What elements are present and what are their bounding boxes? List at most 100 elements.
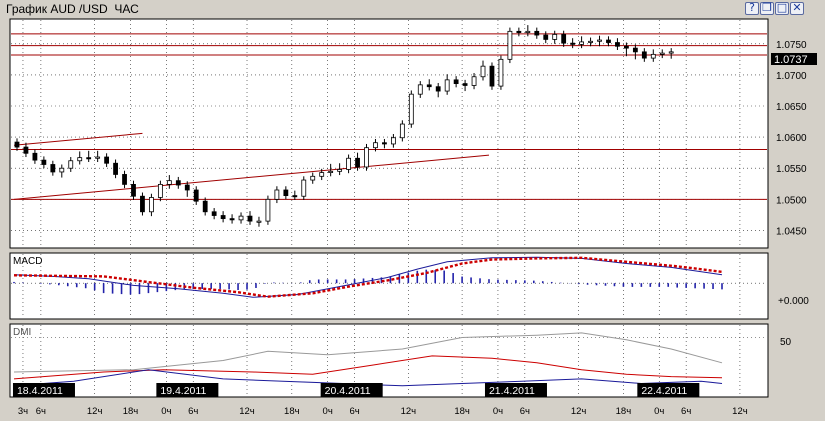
candle-down [140, 195, 145, 213]
dmi-title: DMI [13, 327, 31, 338]
close-button[interactable]: ✕ [790, 1, 804, 15]
candle-down [211, 211, 217, 216]
candle-up [579, 41, 584, 45]
candle-down [615, 42, 620, 47]
candle-up [417, 84, 423, 95]
hour-tick-label: 12ч [239, 406, 255, 417]
candle-down [131, 183, 136, 197]
candle-up [588, 40, 593, 43]
candle-down [175, 180, 181, 186]
maximize-button[interactable]: □ [775, 1, 789, 15]
candle-down [113, 162, 118, 175]
hour-tick-label: 0ч [161, 406, 171, 417]
candle-down [292, 195, 298, 198]
candle-up [659, 52, 665, 55]
candle-up [274, 189, 280, 200]
candle-up [337, 169, 343, 172]
candle-up [597, 39, 602, 42]
candle-down [570, 42, 576, 45]
candle-up [471, 76, 477, 86]
candle-down [86, 157, 92, 160]
candle-up [525, 30, 531, 33]
candle-up [498, 58, 504, 87]
candle-down [23, 146, 29, 154]
candle-down [32, 152, 38, 161]
hour-tick-label: 6ч [349, 406, 359, 417]
candle-up [668, 51, 674, 54]
trend-line [13, 132, 143, 146]
hour-tick-label: 6ч [36, 406, 46, 417]
price-tick-label: 1.0450 [776, 226, 807, 237]
date-label: 22.4.2011 [641, 385, 687, 397]
price-tick-label: 1.0600 [776, 133, 807, 144]
candle-down [14, 141, 20, 148]
close-icon: ✕ [792, 1, 802, 14]
restore-icon: ❐ [762, 1, 772, 14]
window-title: График AUD /USD ЧАС [6, 2, 139, 16]
candle-down [283, 189, 289, 196]
candle-up [390, 137, 396, 145]
macd-indicator: MACD +0.000 [13, 256, 809, 307]
dmi-50-label: 50 [780, 337, 792, 348]
candle-down [534, 30, 540, 36]
hour-tick-label: 12ч [732, 406, 748, 417]
candle-down [41, 159, 47, 165]
candle-up [256, 220, 262, 223]
price-panel [9, 18, 769, 249]
candle-down [435, 86, 441, 92]
candle-down [193, 189, 199, 202]
candle-up [480, 65, 486, 78]
candle-up [77, 157, 83, 162]
candle-up [59, 167, 65, 173]
candle-up [444, 79, 450, 92]
candle-down [50, 164, 56, 173]
candle-up [265, 198, 271, 222]
candle-down [184, 184, 190, 191]
candle-up [373, 142, 378, 149]
restore-button[interactable]: ❐ [760, 1, 774, 15]
candle-up [408, 93, 414, 125]
date-label-box [637, 383, 700, 397]
date-label: 18.4.2011 [17, 385, 63, 397]
candle-down [247, 215, 253, 222]
candle-down [104, 156, 110, 164]
price-tick-label: 1.0700 [776, 71, 807, 82]
candle-up [552, 34, 558, 40]
candle-up [650, 53, 656, 59]
candle-up [328, 170, 334, 173]
hour-tick-label: 6ч [520, 406, 530, 417]
trend-line [13, 154, 490, 200]
help-button[interactable]: ? [745, 1, 759, 15]
price-axis-labels: 1.0450 1.0500 1.0550 1.0600 1.0650 1.0700 1.07… [776, 40, 807, 238]
candle-down [606, 39, 611, 43]
macd-signal-line [13, 256, 723, 298]
candle-down [426, 84, 432, 88]
hour-tick-label: 12ч [401, 406, 417, 417]
candle-down [641, 51, 647, 59]
current-price-tag: 1.0737 [771, 53, 817, 66]
candle-up [346, 157, 351, 170]
candle-up [507, 30, 513, 60]
macd-panel [9, 252, 769, 320]
candle-down [489, 65, 495, 87]
candle-down [355, 157, 360, 168]
candle-up [238, 215, 244, 221]
dmi-minus-di-line [13, 355, 723, 380]
candlesticks [14, 25, 674, 227]
hour-tick-label: 18ч [616, 406, 632, 417]
price-tick-label: 1.0550 [776, 164, 807, 175]
hour-tick-label: 3ч [18, 406, 28, 417]
date-label: 21.4.2011 [489, 385, 535, 397]
candle-down [202, 200, 208, 213]
candle-up [157, 183, 163, 198]
candle-up [95, 156, 101, 159]
title-bar: График AUD /USD ЧАС ? ❐ □ ✕ [0, 0, 825, 18]
macd-zero-label: +0.000 [778, 296, 809, 307]
trend-lines [13, 132, 490, 200]
candle-down [220, 215, 226, 220]
hour-tick-label: 0ч [493, 406, 503, 417]
hour-tick-label: 0ч [654, 406, 664, 417]
candle-up [310, 175, 316, 181]
candle-down [229, 218, 235, 221]
